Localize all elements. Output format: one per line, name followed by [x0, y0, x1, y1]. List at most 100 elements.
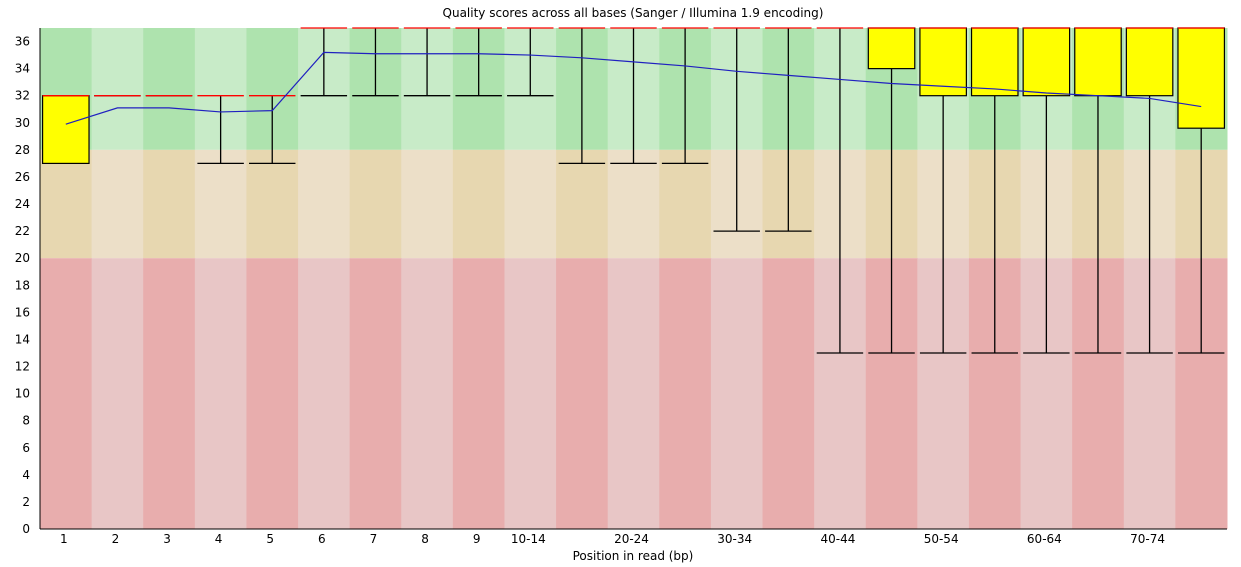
- band-0-col-1: [91, 28, 144, 150]
- band-2-col-1: [91, 258, 144, 529]
- y-tick-label: 28: [15, 143, 30, 157]
- x-tick-label: 40-44: [820, 532, 855, 546]
- x-tick-label: 60-64: [1027, 532, 1062, 546]
- box-plot-18: [970, 27, 1019, 354]
- y-tick-label: 2: [22, 495, 30, 509]
- x-axis-label: Position in read (bp): [573, 549, 694, 563]
- box-plot-14: [765, 27, 812, 232]
- iqr-box-21: [1125, 27, 1174, 97]
- box-plot-16: [867, 27, 916, 354]
- mean-line-layer: [65, 51, 1202, 125]
- x-tick-label: 2: [112, 532, 120, 546]
- band-1-col-12: [659, 149, 712, 259]
- band-2-col-2: [143, 258, 196, 529]
- band-1-col-8: [452, 149, 505, 259]
- iqr-box-19: [1022, 27, 1071, 97]
- box-plot-6: [352, 27, 399, 97]
- box-plot-8: [455, 27, 502, 97]
- y-tick-label: 26: [15, 170, 30, 184]
- y-tick-label: 30: [15, 116, 30, 130]
- band-1-col-0: [40, 149, 93, 259]
- y-tick-label: 6: [22, 441, 30, 455]
- box-plot-17: [919, 27, 967, 354]
- band-1-col-2: [143, 149, 196, 259]
- y-tick-label: 18: [15, 278, 30, 292]
- iqr-box-17: [919, 27, 967, 97]
- y-tick-label: 14: [15, 332, 30, 346]
- band-2-col-7: [401, 258, 454, 529]
- box-plot-15: [816, 27, 864, 354]
- x-tick-label: 3: [163, 532, 171, 546]
- box-plot-12: [661, 27, 709, 165]
- band-1-col-5: [298, 149, 351, 259]
- box-plot-19: [1022, 27, 1071, 354]
- box-plot-5: [300, 27, 348, 97]
- iqr-box-16: [867, 27, 916, 70]
- y-tick-label: 22: [15, 224, 30, 238]
- band-1-col-11: [607, 149, 660, 259]
- y-tick-label: 36: [15, 35, 30, 49]
- box-plot-0: [41, 95, 90, 165]
- y-tick-label: 10: [15, 387, 30, 401]
- box-plot-3: [197, 95, 244, 165]
- band-1-col-6: [349, 149, 402, 259]
- box-plot-9: [507, 27, 554, 97]
- box-plot-11: [610, 27, 657, 165]
- band-2-col-8: [452, 258, 505, 529]
- x-tick-label: 1: [60, 532, 68, 546]
- iqr-box-18: [970, 27, 1019, 97]
- x-tick-label: 10-14: [511, 532, 546, 546]
- band-2-col-0: [40, 258, 93, 529]
- y-tick-label: 24: [15, 197, 30, 211]
- box-plot-7: [403, 27, 451, 97]
- band-1-col-10: [556, 149, 609, 259]
- mean-quality-line: [65, 51, 1202, 125]
- box-plot-22: [1177, 27, 1226, 354]
- y-tick-label: 8: [22, 414, 30, 428]
- band-1-col-9: [504, 149, 557, 259]
- box-plot-13: [713, 27, 760, 232]
- x-tick-label: 4: [215, 532, 223, 546]
- y-tick-label: 4: [22, 468, 30, 482]
- band-2-col-3: [194, 258, 247, 529]
- band-2-col-12: [659, 258, 712, 529]
- iqr-box-20: [1074, 27, 1122, 97]
- box-plot-20: [1074, 27, 1122, 354]
- band-2-col-13: [710, 258, 764, 529]
- box-plots: [41, 27, 1226, 354]
- band-2-col-11: [607, 258, 660, 529]
- x-tick-label: 9: [473, 532, 481, 546]
- x-tick-label: 20-24: [614, 532, 649, 546]
- band-1-col-7: [401, 149, 454, 259]
- band-2-col-9: [504, 258, 557, 529]
- x-tick-label: 30-34: [717, 532, 752, 546]
- iqr-box-0: [41, 95, 90, 165]
- y-tick-label: 34: [15, 62, 30, 76]
- chart-title: Quality scores across all bases (Sanger …: [443, 6, 824, 20]
- band-2-col-14: [762, 258, 815, 529]
- quality-bands: [40, 28, 1228, 529]
- y-tick-label: 0: [22, 522, 30, 536]
- x-tick-label: 7: [370, 532, 378, 546]
- box-plot-10: [558, 27, 606, 165]
- band-2-col-5: [298, 258, 351, 529]
- iqr-box-22: [1177, 27, 1226, 129]
- y-tick-label: 20: [15, 251, 30, 265]
- band-2-col-10: [556, 258, 609, 529]
- x-ticks: 1 2 3 4 5 6 7 8 9 10-14 20-24 30-34 40-44 50-54 60-64 7…: [60, 532, 1165, 546]
- box-plot-21: [1125, 27, 1174, 354]
- x-tick-label: 8: [421, 532, 429, 546]
- y-tick-label: 32: [15, 89, 30, 103]
- band-0-col-2: [143, 28, 196, 150]
- x-tick-label: 6: [318, 532, 326, 546]
- y-tick-label: 16: [15, 305, 30, 319]
- band-1-col-3: [194, 149, 247, 259]
- x-tick-label: 70-74: [1130, 532, 1165, 546]
- band-2-col-6: [349, 258, 402, 529]
- axes: [39, 28, 1227, 530]
- x-tick-label: 50-54: [924, 532, 959, 546]
- x-tick-label: 5: [266, 532, 274, 546]
- band-2-col-4: [246, 258, 299, 529]
